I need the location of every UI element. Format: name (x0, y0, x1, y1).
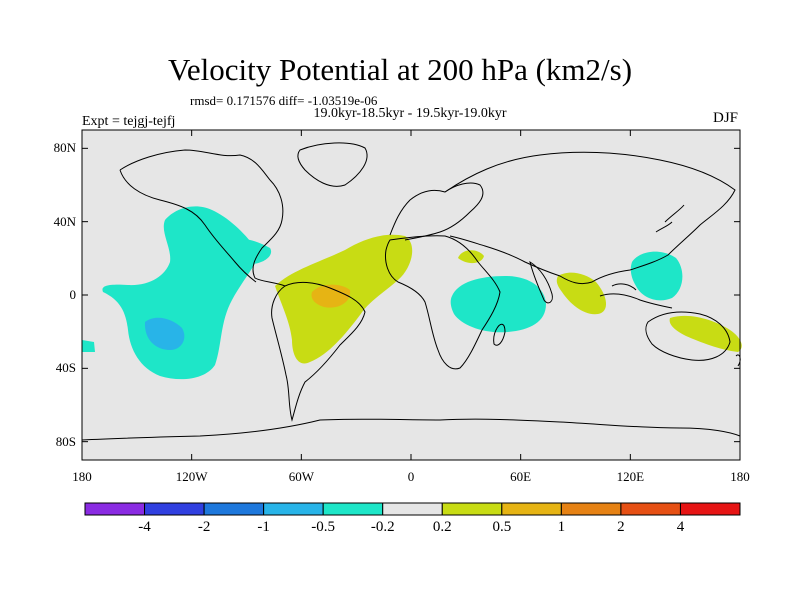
lon-tick-label: 60W (288, 469, 314, 484)
lat-tick-label: 0 (69, 287, 77, 302)
coast-africa (385, 235, 501, 370)
coast-north-america (119, 149, 286, 287)
contour-neg-west-edge (82, 340, 95, 352)
lat-tick-marks (82, 147, 740, 443)
contour-neg-minus05-pacific (144, 317, 185, 350)
colorbar-label: 0.2 (432, 519, 452, 535)
lon-tick-label: 120E (616, 469, 645, 484)
coastlines (81, 142, 741, 441)
stats-line: rmsd= 0.171576 diff= -1.03519e-06 (190, 93, 378, 108)
contour-pos-australia (669, 315, 742, 352)
contour-neg-caribbean (231, 239, 272, 265)
colorbar-label: -0.2 (370, 519, 395, 535)
contour-pos-bay-of-bengal (556, 272, 607, 315)
coast-antarctica (81, 418, 741, 441)
coast-japan (655, 204, 685, 233)
colorbar-label: -4 (138, 519, 151, 535)
lat-tick-label: 80S (55, 433, 76, 449)
coast-europe (389, 182, 484, 241)
lon-tick-label: 0 (407, 469, 415, 484)
colorbar-label: -0.5 (311, 519, 336, 535)
colorbar-label: -1 (257, 519, 270, 535)
lat-tick-label: 40S (55, 360, 76, 376)
colorbar-label: 4 (676, 519, 685, 535)
colorbar-label: 0.5 (492, 519, 512, 535)
coast-australia (645, 311, 731, 361)
coast-greenland (297, 142, 368, 187)
coast-madagascar (493, 323, 506, 346)
lat-tick-label: 80N (53, 140, 76, 156)
subtitle: 19.0kyr-18.5kyr - 19.5kyr-19.0kyr (313, 106, 507, 121)
lon-tick-label: 60E (510, 469, 532, 484)
contour-pos-south-america-core (311, 284, 351, 308)
lon-tick-marks (81, 130, 741, 460)
chart-title: Velocity Potential at 200 hPa (km2/s) (167, 52, 633, 87)
lon-tick-label: 180 (730, 469, 750, 484)
colorbar-label: 1 (557, 519, 566, 535)
coast-asia (444, 151, 736, 285)
lat-tick-label: 40N (53, 213, 76, 229)
lon-tick-label: 120W (175, 469, 208, 484)
shaded-anomalies (82, 206, 742, 380)
colorbar-label: 2 (617, 519, 625, 535)
coast-indonesia (599, 283, 673, 309)
colorbar-label: -2 (197, 519, 211, 535)
experiment-label: Expt = tejgj-tejfj (82, 114, 176, 129)
coast-india (529, 260, 553, 304)
contour-pos-arabia (458, 250, 484, 264)
contour-neg-maritime (630, 251, 683, 301)
contour-neg-indian-ocean (450, 276, 546, 333)
coast-south-america (271, 281, 366, 422)
contour-neg-east-pacific (102, 206, 260, 380)
lon-tick-label: 180 (72, 469, 92, 484)
season-label: DJF (713, 110, 739, 126)
